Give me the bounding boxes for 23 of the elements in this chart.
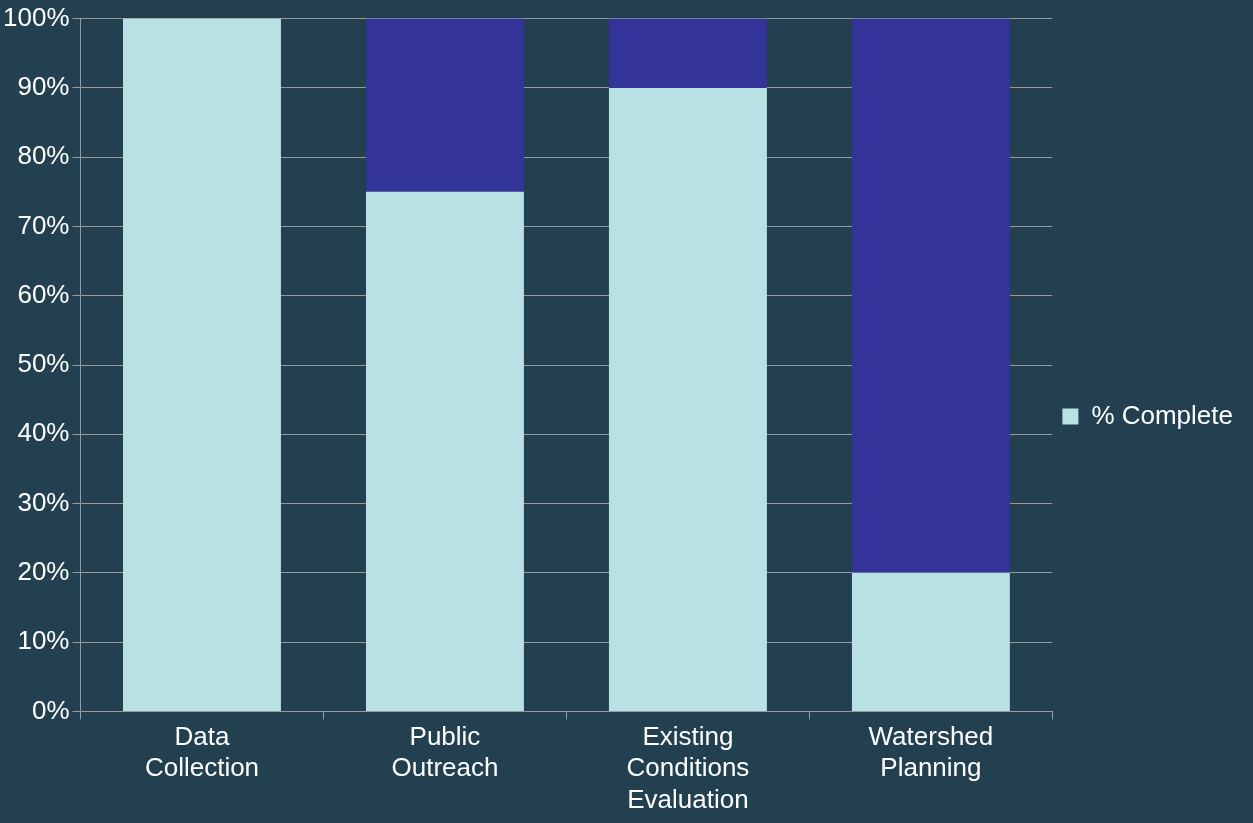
bar	[365, 191, 524, 711]
x-tick-label: Watershed Planning	[868, 721, 994, 783]
bar	[851, 572, 1010, 711]
bar	[608, 87, 767, 711]
y-tick-label: 70%	[17, 209, 70, 240]
y-tick-label: 50%	[17, 348, 70, 379]
y-tick-label: 40%	[17, 417, 70, 448]
y-tick-label: 100%	[3, 1, 70, 32]
bar	[851, 18, 1010, 573]
y-tick-label: 30%	[17, 486, 70, 517]
y-tick-label: 10%	[17, 625, 70, 656]
x-tick-label: Public Outreach	[391, 721, 499, 783]
x-tick-label: Data Collection	[144, 721, 260, 783]
y-tick-label: 0%	[31, 694, 70, 725]
y-tick-label: 60%	[17, 278, 70, 309]
y-tick-label: 20%	[17, 556, 70, 587]
legend-label: % Complete	[1091, 399, 1234, 430]
y-tick-label: 80%	[17, 140, 70, 171]
y-tick-label: 90%	[17, 71, 70, 102]
bar	[608, 18, 767, 88]
x-tick-label: Existing Conditions Evaluation	[626, 721, 750, 814]
bar	[365, 18, 524, 192]
bar	[123, 18, 281, 711]
